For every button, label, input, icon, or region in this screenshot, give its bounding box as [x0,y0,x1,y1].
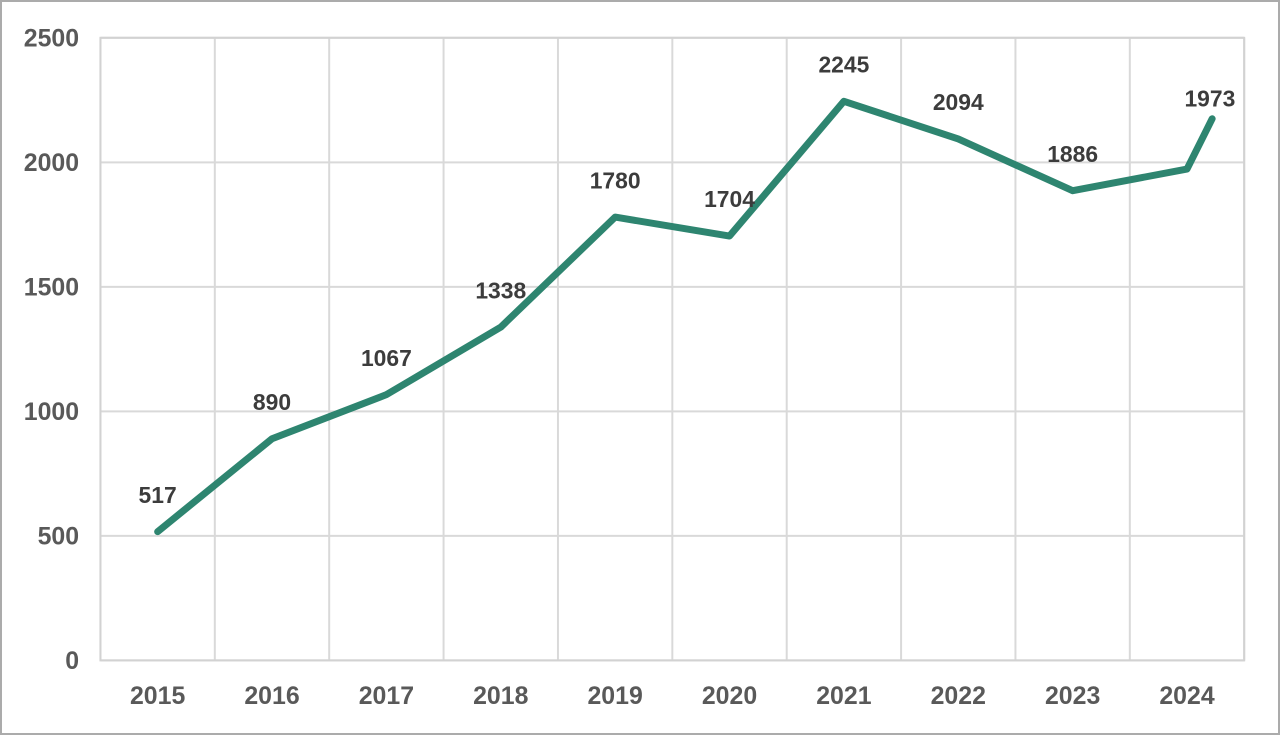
x-axis-tick-label: 2018 [473,682,528,710]
x-axis-tick-label: 2015 [130,682,185,710]
x-axis-tick-label: 2021 [816,682,871,710]
series-line [154,97,1216,536]
y-axis-tick-label: 500 [38,523,79,551]
data-label: 2094 [933,89,984,115]
data-label: 1886 [1047,141,1098,167]
data-label: 1780 [590,167,641,193]
y-axis-tick-label: 1500 [24,274,79,302]
data-label: 2245 [818,52,869,78]
x-axis-tick-label: 2022 [931,682,986,710]
x-axis-tick-label: 2024 [1159,682,1214,710]
x-axis-tick-label: 2020 [702,682,757,710]
x-axis-tick-label: 2023 [1045,682,1100,710]
data-label: 1067 [361,345,412,371]
y-axis-tick-label: 1000 [24,398,79,426]
plot-area-border [99,36,1246,662]
x-axis-tick-label: 2019 [587,682,642,710]
data-label: 517 [139,482,177,508]
y-axis-tick-label: 0 [65,647,79,675]
y-axis-tick-label: 2500 [24,25,79,53]
x-axis-tick-label: 2017 [359,682,414,710]
x-axis-tick-label: 2016 [244,682,299,710]
data-label: 1704 [704,186,755,212]
data-label: 890 [253,389,291,415]
data-label: 1338 [475,277,526,303]
data-label: 1973 [1184,85,1235,111]
y-axis-tick-label: 2000 [24,149,79,177]
